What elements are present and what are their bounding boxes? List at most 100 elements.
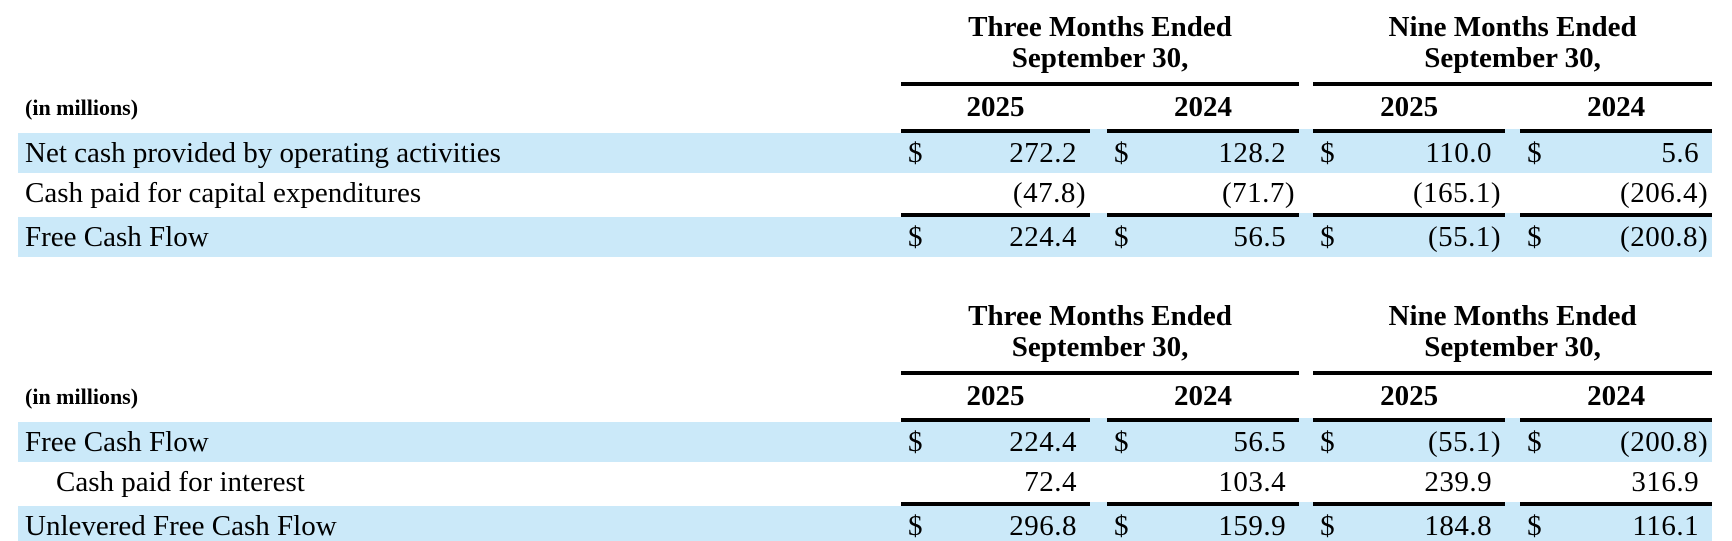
column-group-header: Nine Months Ended September 30, [1313,12,1712,82]
value-cell: 116.1 [1632,509,1700,541]
value-cell: 316.9 [1631,465,1700,498]
column-rule [1520,129,1713,133]
value-cell: (165.1) [1412,176,1502,209]
spacer-cell [1505,422,1520,462]
column-rule [1107,502,1300,506]
value-cell: (200.8) [1620,220,1709,253]
currency-cell [1313,173,1351,213]
group-header-rule [1313,371,1713,375]
spacer-cell [1505,462,1520,502]
value-cell: 56.5 [1233,220,1287,253]
value-cell: 5.6 [1661,136,1700,169]
value-cell: 272.2 [1009,136,1077,169]
year-header: 2025 [966,380,1025,412]
spacer-cell [1090,129,1107,133]
row-label: Cash paid for interest [56,465,305,498]
value-cell: 239.9 [1424,465,1493,498]
spacer-cell [1505,506,1520,541]
column-rule [901,502,1090,506]
unlevered-free-cash-flow-table-body: (in millions) Three Months Ended September… [18,301,1713,541]
value-cell: 103.4 [1218,465,1287,498]
value-cell: (71.7) [1221,176,1296,209]
value-cell: 110.0 [1425,136,1493,169]
spacer-cell [1090,173,1107,213]
spacer-cell [1090,506,1107,541]
free-cash-flow-table: (in millions) Three Months Ended September… [18,12,1713,257]
row-label: Free Cash Flow [25,220,209,253]
spacer-cell [1090,462,1107,502]
year-header: 2024 [1174,91,1233,123]
table-row: Cash paid for capital expenditures (47.8)… [18,173,1712,213]
year-header: 2024 [1587,91,1646,123]
currency-cell: $ [1527,425,1542,458]
column-rule [1313,502,1506,506]
units-label: (in millions) [25,384,139,409]
spacer-cell [1299,217,1313,257]
spacer-cell [1090,133,1107,173]
column-rule-row [18,502,1713,506]
currency-cell: $ [908,136,923,169]
value-cell: 159.9 [1218,509,1287,541]
group-header-rule [1313,82,1713,86]
group-header-rule-row [18,371,1713,375]
group-title-line-2: September 30, [1011,331,1189,363]
units-label: (in millions) [25,95,139,120]
currency-cell: $ [1114,425,1129,458]
currency-cell: $ [1527,136,1542,169]
currency-cell: $ [1320,220,1335,253]
currency-cell [1313,462,1351,502]
column-rule-row [18,129,1713,133]
group-title-line-1: Three Months Ended [968,12,1232,43]
header-row: (in millions) Three Months Ended September… [18,12,1712,120]
spacer-cell [1299,129,1314,133]
group-title-line-1: Nine Months Ended [1388,12,1637,43]
currency-cell [901,462,939,502]
column-rule [1107,213,1300,217]
value-cell: 296.8 [1009,509,1077,541]
currency-cell [1107,173,1145,213]
row-label: Net cash provided by operating activitie… [25,136,501,169]
row-label: Unlevered Free Cash Flow [25,509,337,541]
table-row: Cash paid for interest 72.4 103.4 239.9 316.… [18,462,1712,502]
value-cell: (200.8) [1620,425,1709,458]
currency-cell [1520,462,1558,502]
currency-cell: $ [1320,425,1335,458]
currency-cell: $ [1527,509,1542,541]
spacer-cell [1505,213,1521,217]
currency-cell: $ [1114,136,1129,169]
spacer-cell [1505,502,1521,506]
currency-cell: $ [1320,136,1335,169]
unlevered-free-cash-flow-table: (in millions) Three Months Ended September… [18,301,1713,541]
spacer-cell [1299,12,1313,82]
column-group-header: Three Months Ended September 30, [901,12,1299,82]
group-header-rule [901,82,1300,86]
spacer-cell [1299,462,1313,502]
spacer-cell [1090,422,1107,462]
free-cash-flow-table-body: (in millions) Three Months Ended September… [18,12,1713,257]
currency-cell [1520,173,1558,213]
table-row: Net cash provided by operating activitie… [18,133,1713,173]
value-cell: 184.8 [1424,509,1493,541]
column-rule [901,418,1090,422]
spacer-cell [1090,502,1107,506]
spacer-cell [1090,217,1107,257]
year-header: 2025 [966,91,1025,123]
value-cell: 72.4 [1024,465,1077,498]
currency-cell: $ [908,220,923,253]
header-row: (in millions) Three Months Ended September… [18,301,1712,409]
currency-cell [1107,462,1145,502]
document-page: { "currency_symbol": "$", "colors": { "h… [0,12,1732,541]
column-rule [901,213,1090,217]
spacer-cell [1299,301,1313,371]
value-cell: 224.4 [1009,425,1077,458]
row-label: Free Cash Flow [25,425,209,458]
spacer-cell [1299,502,1314,506]
column-rule [1313,418,1506,422]
group-header-rule-row [18,82,1713,86]
column-rule [1107,129,1300,133]
column-rule [901,129,1090,133]
year-header: 2025 [1380,91,1439,123]
currency-cell: $ [908,425,923,458]
value-cell: (47.8) [1012,176,1086,209]
year-header: 2025 [1380,380,1439,412]
